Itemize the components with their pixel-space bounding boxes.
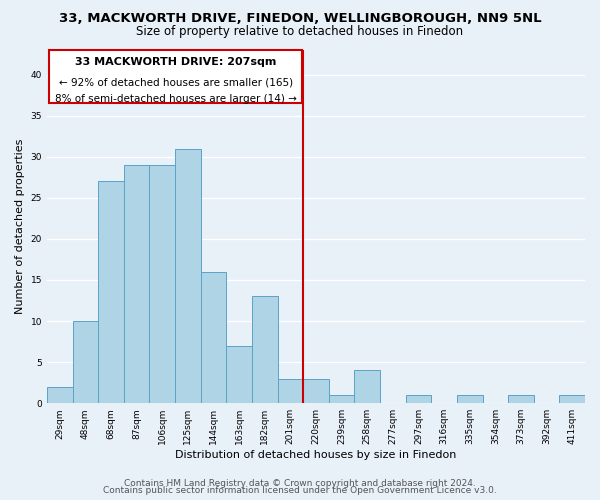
Bar (47, 387, 73, 403)
Bar (329, 395, 355, 403)
Bar (98, 182, 124, 403)
Bar (457, 395, 482, 403)
Bar (559, 395, 585, 403)
Bar (303, 378, 329, 403)
Bar (124, 165, 149, 403)
Bar (175, 148, 200, 403)
Text: Contains HM Land Registry data © Crown copyright and database right 2024.: Contains HM Land Registry data © Crown c… (124, 478, 476, 488)
Bar (149, 165, 175, 403)
FancyBboxPatch shape (49, 50, 302, 104)
Y-axis label: Number of detached properties: Number of detached properties (15, 139, 25, 314)
Text: 8% of semi-detached houses are larger (14) →: 8% of semi-detached houses are larger (1… (55, 94, 296, 104)
Bar (226, 346, 252, 403)
Bar (252, 296, 278, 403)
Text: Contains public sector information licensed under the Open Government Licence v3: Contains public sector information licen… (103, 486, 497, 495)
Text: 33 MACKWORTH DRIVE: 207sqm: 33 MACKWORTH DRIVE: 207sqm (75, 56, 277, 66)
Bar (508, 395, 534, 403)
Bar (73, 321, 98, 403)
Text: Size of property relative to detached houses in Finedon: Size of property relative to detached ho… (136, 25, 464, 38)
Text: 33, MACKWORTH DRIVE, FINEDON, WELLINGBOROUGH, NN9 5NL: 33, MACKWORTH DRIVE, FINEDON, WELLINGBOR… (59, 12, 541, 26)
Bar (278, 378, 303, 403)
X-axis label: Distribution of detached houses by size in Finedon: Distribution of detached houses by size … (175, 450, 457, 460)
Bar (406, 395, 431, 403)
Text: ← 92% of detached houses are smaller (165): ← 92% of detached houses are smaller (16… (59, 77, 293, 87)
Bar (200, 272, 226, 403)
Bar (355, 370, 380, 403)
